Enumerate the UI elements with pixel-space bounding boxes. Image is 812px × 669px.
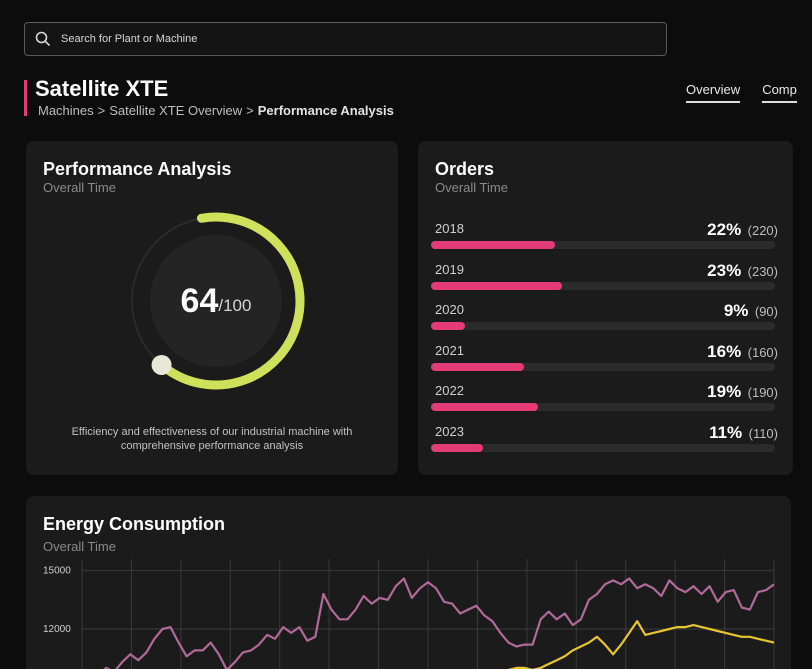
order-bar-track bbox=[431, 363, 775, 371]
order-value: 16% (160) bbox=[707, 342, 778, 362]
order-year: 2019 bbox=[435, 262, 464, 277]
order-bar-fill bbox=[431, 403, 538, 411]
order-bar-fill bbox=[431, 241, 555, 249]
order-percent: 19% bbox=[707, 382, 742, 401]
order-bar-track bbox=[431, 282, 775, 290]
order-value: 11% (110) bbox=[709, 423, 778, 443]
order-bar-fill bbox=[431, 444, 483, 452]
order-percent: 11% bbox=[709, 423, 743, 442]
order-bar-track bbox=[431, 322, 775, 330]
gauge-progress-arc bbox=[157, 212, 305, 390]
gauge-inner-disc bbox=[150, 235, 282, 367]
order-value: 23% (230) bbox=[707, 261, 778, 281]
title-accent-bar bbox=[24, 80, 27, 116]
order-percent: 9% bbox=[723, 301, 749, 320]
order-count: (190) bbox=[747, 385, 778, 400]
order-percent: 22% bbox=[707, 220, 742, 239]
order-bar-fill bbox=[431, 363, 524, 371]
order-bar-track bbox=[431, 241, 775, 249]
tab-bar: Overview Comp bbox=[686, 82, 797, 103]
gauge-svg bbox=[131, 212, 305, 390]
series-line-0 bbox=[103, 577, 775, 669]
order-year: 2022 bbox=[435, 383, 464, 398]
search-icon bbox=[35, 31, 51, 47]
order-bar-fill bbox=[431, 322, 466, 330]
order-year: 2023 bbox=[435, 424, 464, 439]
energy-card: Energy Consumption Overall Time 15000 120… bbox=[26, 496, 791, 669]
order-row: 2021 16% (160) bbox=[431, 342, 778, 381]
order-year: 2018 bbox=[435, 221, 464, 236]
orders-card: Orders Overall Time 2018 22% (220) 2019 … bbox=[418, 141, 793, 475]
order-bar-track bbox=[431, 403, 775, 411]
breadcrumb-machine-overview[interactable]: Satellite XTE Overview bbox=[109, 103, 243, 118]
tab-comp[interactable]: Comp bbox=[762, 82, 797, 103]
tab-overview[interactable]: Overview bbox=[686, 82, 741, 103]
performance-gauge: 64 /100 bbox=[116, 201, 316, 401]
order-row: 2023 11% (110) bbox=[431, 423, 778, 462]
order-count: (110) bbox=[748, 426, 778, 441]
energy-title: Energy Consumption bbox=[43, 514, 226, 534]
orders-subtitle: Overall Time bbox=[435, 180, 508, 195]
breadcrumb-current: Performance Analysis bbox=[257, 103, 394, 118]
order-bar-track bbox=[431, 444, 775, 452]
performance-description: Efficiency and effectiveness of our indu… bbox=[71, 426, 353, 452]
breadcrumb-separator: > bbox=[97, 103, 106, 118]
order-value: 9% (90) bbox=[724, 301, 778, 321]
series-line-1 bbox=[507, 620, 775, 669]
breadcrumb: Machines > Satellite XTE Overview > Performa… bbox=[38, 103, 394, 118]
performance-title: Performance Analysis bbox=[43, 159, 232, 179]
order-count: (90) bbox=[754, 304, 778, 319]
order-row: 2022 19% (190) bbox=[431, 382, 778, 421]
order-year: 2020 bbox=[435, 302, 464, 317]
search-bar[interactable] bbox=[24, 22, 667, 56]
order-value: 22% (220) bbox=[707, 220, 778, 240]
gauge-knob[interactable] bbox=[151, 354, 172, 375]
energy-line-chart: 15000120009000 bbox=[43, 559, 775, 669]
orders-title: Orders bbox=[435, 159, 495, 179]
order-year: 2021 bbox=[435, 343, 464, 358]
order-percent: 16% bbox=[707, 342, 742, 361]
performance-card: Performance Analysis Overall Time 64 /10… bbox=[26, 141, 398, 475]
energy-subtitle: Overall Time bbox=[43, 539, 116, 554]
order-row: 2018 22% (220) bbox=[431, 220, 778, 259]
order-bar-fill bbox=[431, 282, 562, 290]
order-count: (230) bbox=[747, 264, 778, 279]
order-row: 2020 9% (90) bbox=[431, 301, 778, 340]
performance-subtitle: Overall Time bbox=[43, 180, 116, 195]
breadcrumb-machines[interactable]: Machines bbox=[38, 103, 94, 118]
y-tick-label: 12000 bbox=[43, 624, 71, 635]
y-tick-label: 15000 bbox=[43, 566, 71, 577]
order-row: 2019 23% (230) bbox=[431, 261, 778, 300]
order-count: (160) bbox=[747, 345, 778, 360]
page-title: Satellite XTE bbox=[35, 76, 169, 101]
search-input[interactable] bbox=[61, 33, 641, 45]
order-percent: 23% bbox=[707, 261, 742, 280]
order-value: 19% (190) bbox=[707, 382, 778, 402]
order-count: (220) bbox=[747, 223, 778, 238]
breadcrumb-separator: > bbox=[246, 103, 254, 118]
